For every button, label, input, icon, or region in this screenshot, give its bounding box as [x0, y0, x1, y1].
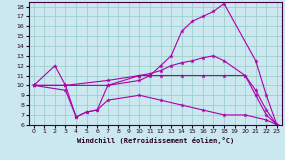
X-axis label: Windchill (Refroidissement éolien,°C): Windchill (Refroidissement éolien,°C) — [77, 137, 234, 144]
